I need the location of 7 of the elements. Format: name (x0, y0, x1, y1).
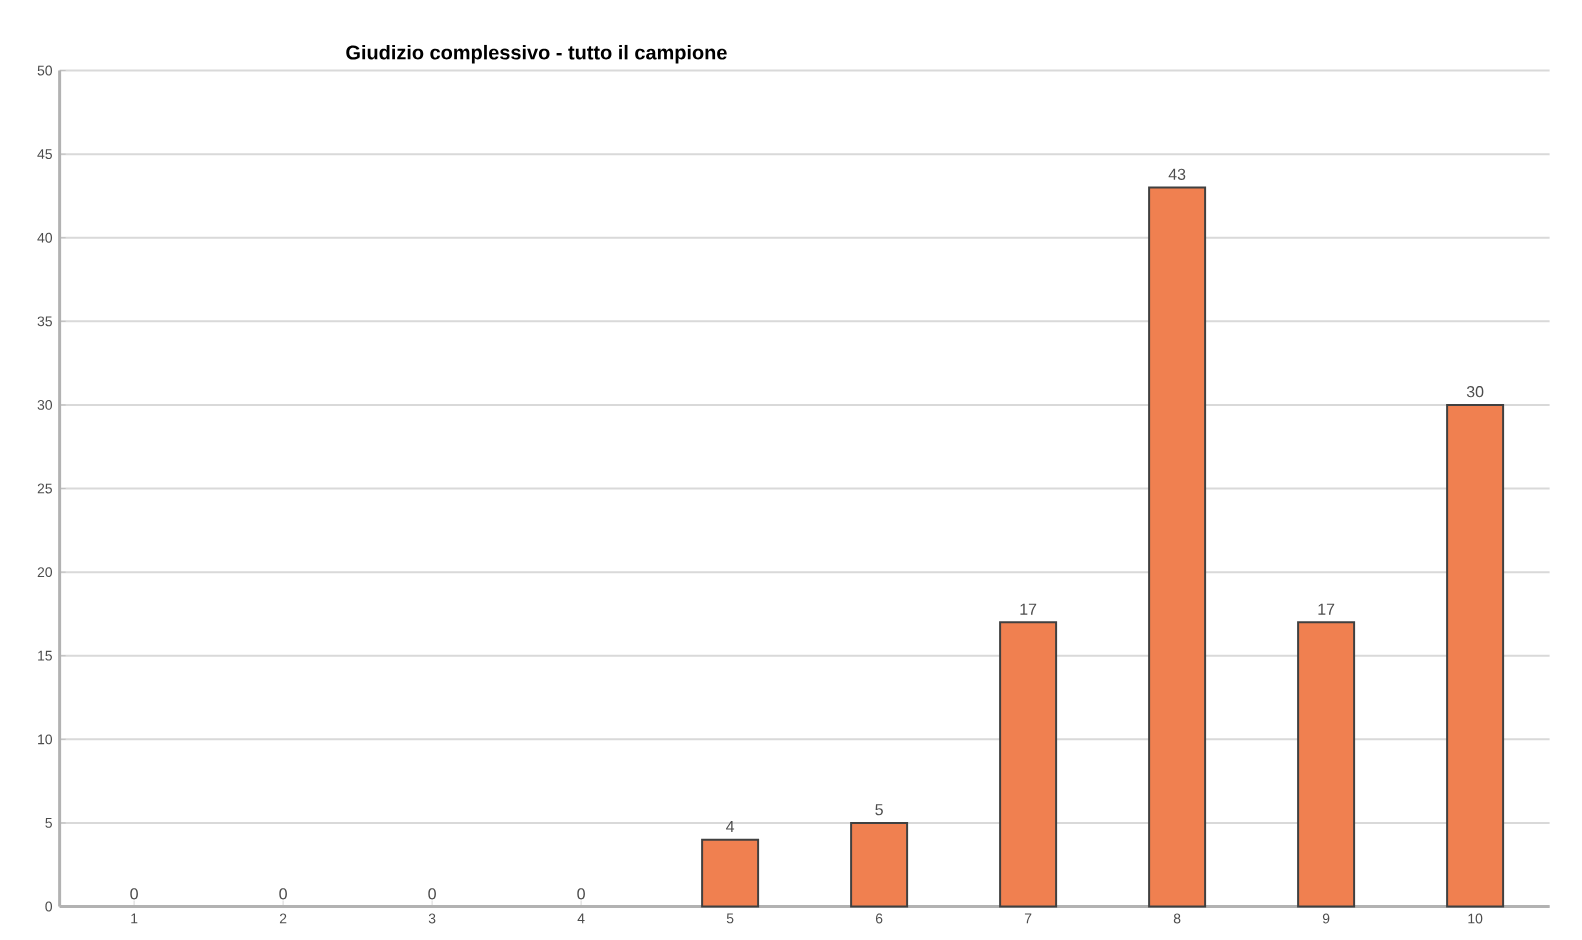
bar (999, 621, 1058, 908)
chart-title: Giudizio complessivo - tutto il campione (346, 44, 727, 64)
bar (1446, 403, 1505, 908)
bar (850, 821, 909, 908)
bar (1297, 621, 1356, 908)
bar (1148, 186, 1207, 908)
bar (701, 838, 760, 908)
